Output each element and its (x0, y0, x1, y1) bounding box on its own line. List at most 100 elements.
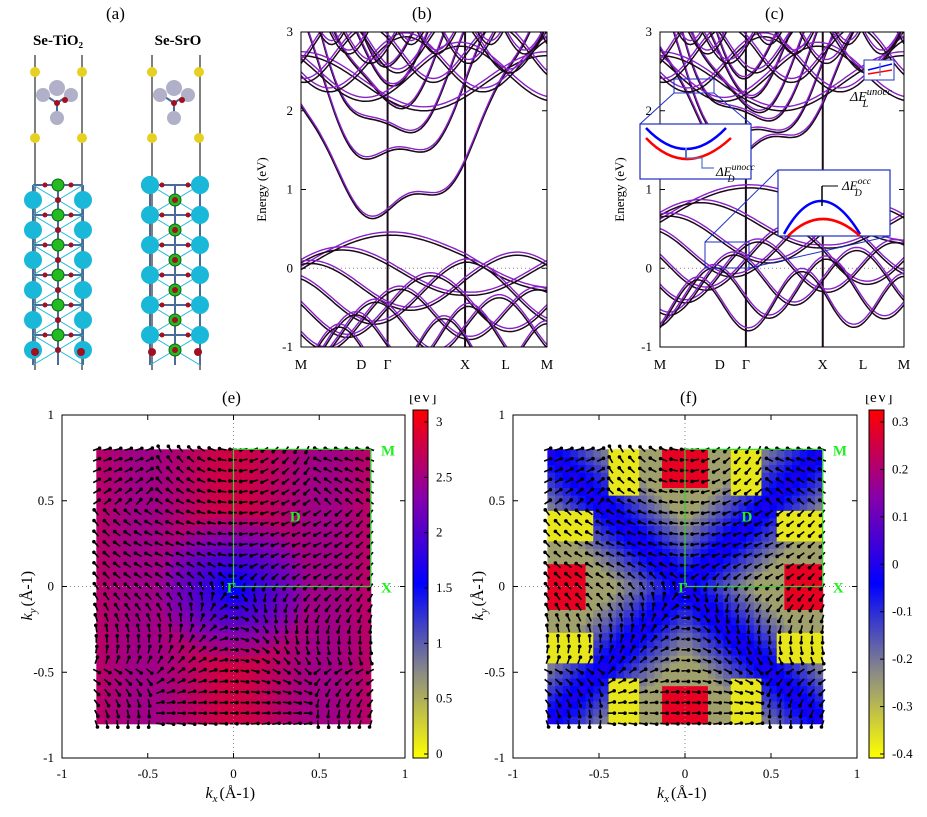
heatmap-cell (271, 525, 280, 534)
heatmap-cell (195, 594, 204, 603)
spin-arrow-head (217, 489, 222, 493)
spin-arrow-head (334, 487, 339, 492)
heatmap-cell (103, 571, 113, 580)
heatmap-cell (700, 609, 709, 618)
heatmap-cell (746, 472, 755, 481)
heatmap-cell (355, 495, 364, 504)
heatmap-cell (347, 647, 357, 656)
heatmap-cell (738, 548, 747, 557)
heatmap-cell (616, 716, 625, 725)
heatmap-cell (738, 632, 747, 641)
spin-arrow-head (664, 635, 669, 640)
band-kpoint-label: M (295, 358, 308, 373)
spin-arrow-head (543, 581, 548, 586)
spin-arrow-head (291, 543, 296, 548)
heatmap-cell (119, 533, 128, 542)
spin-arrow-head (312, 543, 317, 548)
heatmap-cell (761, 586, 770, 595)
spin-arrow-head (302, 576, 307, 580)
heatmap-cell (662, 578, 671, 588)
heatmap-cell (792, 655, 801, 664)
heatmap-cell (355, 578, 364, 588)
spin-arrow-head (150, 477, 154, 481)
sr-atom (24, 251, 42, 269)
o-atom (159, 212, 165, 218)
heatmap-cell (685, 662, 694, 671)
heatmap-cell (738, 449, 747, 458)
spin-arrow-head (154, 509, 159, 513)
heatmap-cell (784, 639, 793, 649)
heatmap-cell (248, 639, 257, 649)
heatmap-cell (210, 525, 219, 534)
heatmap-cell (662, 449, 671, 458)
conduction-band (308, 32, 485, 158)
heatmap-cell (746, 525, 755, 534)
heatmap-cell (180, 578, 189, 588)
heatmap-cell (700, 548, 709, 557)
spin-arrow-head (182, 722, 186, 727)
heatmap-cell (157, 525, 166, 534)
heatmap-cell (172, 578, 181, 588)
spin-arrow-head (144, 572, 148, 576)
heatmap-cell (172, 639, 181, 649)
heatmap-cell (753, 525, 763, 534)
heatmap-cell (142, 586, 151, 595)
heatmap-cell (746, 716, 755, 725)
heatmap-cell (271, 655, 280, 664)
heatmap-cell (730, 693, 740, 702)
heatmap-cell (608, 693, 617, 702)
spin-arrow-head (345, 693, 350, 697)
heatmap-cell (363, 670, 372, 679)
spin-arrow-head (139, 671, 144, 675)
heatmap-cell (355, 571, 364, 580)
heatmap-cell (562, 670, 571, 679)
heatmap-cell (577, 479, 587, 489)
spin-arrow-head (175, 487, 180, 492)
heatmap-cell (639, 700, 648, 710)
spin-arrow-head (617, 476, 621, 481)
spin-arrow-head (245, 690, 250, 695)
heatmap-cell (347, 525, 357, 534)
spin-arrow-head (192, 689, 197, 694)
heatmap-cell (723, 609, 732, 618)
spin-arrow-head (543, 539, 547, 544)
spin-arrow-head (366, 534, 371, 539)
heatmap-cell (646, 609, 656, 618)
upper-band (660, 32, 904, 80)
spin-arrow-head (563, 529, 568, 534)
spin-arrow-head (648, 477, 652, 482)
spin-arrow-head (235, 658, 239, 663)
heatmap-cell (309, 609, 318, 618)
spin-arrow-head (298, 721, 303, 725)
heatmap-cell (753, 495, 763, 504)
heatmap-cell (355, 647, 364, 656)
heatmap-cell (340, 601, 349, 610)
heatmap-cell (233, 548, 242, 557)
heatmap-cell (707, 670, 717, 679)
heatmap-cell (279, 533, 288, 542)
spin-arrow-head (245, 638, 250, 643)
heatmap-cell (639, 647, 648, 656)
spin-arrow-head (547, 714, 551, 719)
spin-arrow-head (259, 532, 264, 537)
o-atom (68, 302, 74, 308)
heatmap-cell (180, 624, 189, 633)
heatmap-cell (577, 517, 587, 527)
heatmap-cell (814, 639, 824, 649)
colorbar-tick-label: 0 (436, 746, 443, 761)
spin-arrow-head (224, 690, 229, 694)
heatmap-cell (555, 517, 564, 527)
heatmap-cell (187, 464, 196, 473)
heatmap-cell (677, 639, 686, 649)
heatmap-cell (761, 517, 770, 527)
heatmap-cell (700, 716, 709, 725)
colorbar-tick-label: 2.5 (436, 469, 452, 484)
heatmap-cell (685, 540, 694, 549)
heatmap-cell (96, 677, 105, 687)
heatmap-cell (340, 677, 349, 687)
heatmap-cell (669, 700, 678, 710)
heatmap-cell (203, 464, 212, 473)
spin-arrow-head (238, 564, 243, 569)
heatmap-cell (180, 540, 189, 549)
